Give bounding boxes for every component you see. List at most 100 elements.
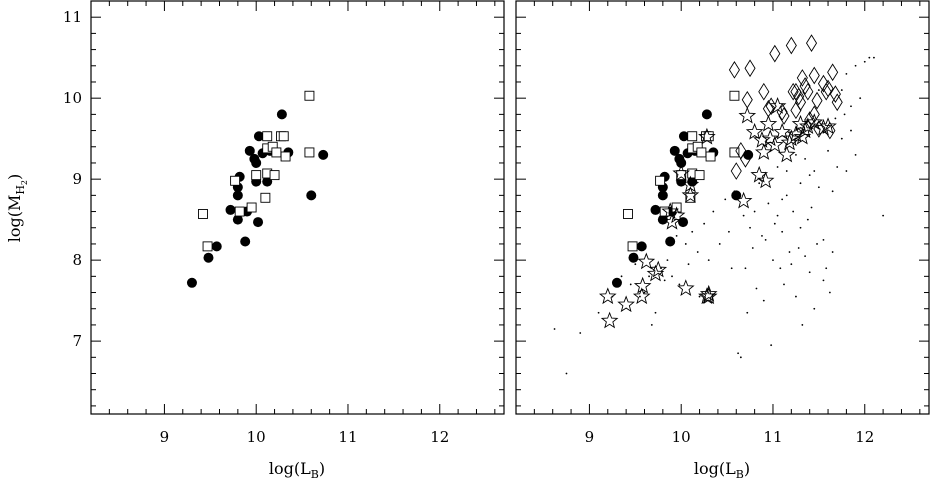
open-diamond-point (769, 44, 781, 63)
filled-circle-point (676, 157, 687, 168)
open-square-point (729, 90, 740, 101)
filled-circle-point (251, 157, 262, 168)
left-y-axis-label: log(MH2) (5, 174, 29, 243)
open-diamond-point (817, 74, 829, 93)
dot-point (882, 214, 885, 217)
dot-point (742, 214, 745, 217)
open-star-point (699, 284, 718, 302)
dot-point (843, 113, 846, 116)
dot-point (776, 166, 779, 168)
open-star-point (761, 129, 780, 147)
left-panel: 9 10 11 12 7 8 9 10 11 log(LB) log(MH2) (5, 0, 505, 481)
dot-point (660, 267, 662, 270)
dot-point (822, 238, 825, 241)
open-square-point (685, 192, 696, 203)
open-diamond-point (728, 60, 740, 79)
filled-circle-point (253, 217, 264, 228)
dot-point (808, 271, 811, 274)
right-ticks (515, 0, 929, 414)
filled-circle-point (203, 252, 214, 263)
dot-point (873, 56, 875, 59)
open-star-point (633, 276, 652, 294)
dot-point (749, 226, 751, 229)
dot-point (799, 226, 802, 229)
dot-point (795, 295, 797, 298)
dot-point (684, 243, 687, 245)
dot-point (565, 372, 568, 375)
open-star-point (598, 287, 617, 305)
dot-point (698, 295, 701, 298)
dot-point (785, 170, 788, 172)
open-diamond-point (765, 97, 777, 116)
open-square-point (271, 147, 282, 158)
dot-point (831, 251, 834, 253)
filled-circle-point (611, 277, 622, 288)
open-diamond-point (808, 105, 820, 124)
dot-point (773, 222, 776, 225)
filled-circle-point (276, 109, 287, 120)
open-diamond-point (762, 99, 774, 118)
open-diamond-point (796, 69, 808, 87)
open-square-point (659, 206, 670, 217)
dot-point (753, 210, 756, 213)
open-square-point (262, 131, 273, 142)
open-square-point (304, 147, 315, 158)
open-diamond-point (793, 87, 805, 106)
right-plot-frame (515, 0, 930, 415)
open-diamond-point (813, 120, 825, 138)
left-x-axis-label: log(LB) (269, 459, 325, 481)
left-data-points (186, 90, 329, 288)
right-x-tick-label: 9 (585, 428, 595, 446)
left-ticks (90, 0, 504, 414)
dot-point (666, 259, 669, 262)
filled-circle-point (232, 190, 243, 201)
dot-point (746, 311, 749, 314)
open-diamond-point (820, 82, 832, 101)
dot-point (751, 247, 754, 249)
open-diamond-point (827, 63, 839, 82)
dot-point (733, 190, 736, 193)
open-square-point (280, 151, 291, 162)
dot-point (553, 328, 556, 330)
dot-point (804, 158, 806, 160)
dot-point (776, 214, 779, 217)
dot-point (744, 267, 747, 270)
dot-point (718, 243, 721, 245)
dot-point (817, 186, 820, 189)
dot-point (648, 275, 650, 278)
filled-circle-point (306, 190, 317, 201)
open-diamond-point (804, 111, 816, 129)
open-diamond-point (802, 82, 814, 101)
dot-point (678, 283, 681, 286)
dot-point (810, 206, 813, 209)
open-star-point (777, 145, 796, 163)
open-square-point (202, 241, 213, 252)
open-square-point (251, 170, 262, 181)
open-diamond-point (805, 34, 818, 52)
open-star-point (667, 206, 686, 224)
dot-point (762, 299, 765, 302)
right-x-tick-label: 11 (763, 428, 782, 446)
dot-point (817, 89, 820, 91)
open-diamond-point (829, 85, 841, 103)
filled-circle-point (678, 217, 689, 228)
open-square-point (627, 241, 638, 252)
dot-point (792, 210, 795, 213)
dot-point (825, 267, 828, 270)
filled-circle-point (636, 241, 647, 252)
dot-point (788, 251, 791, 253)
open-star-point (793, 127, 812, 145)
open-star-point (805, 113, 824, 130)
dot-point (654, 311, 657, 314)
right-panel: 9 10 11 12 log(LB) (515, 0, 930, 481)
open-square-point (703, 131, 714, 142)
dot-point (779, 267, 782, 270)
filled-circle-point (225, 204, 236, 215)
right-x-tick-label: 12 (855, 428, 874, 446)
dot-point (620, 275, 623, 278)
open-diamond-point (776, 103, 788, 121)
left-y-tick-label: 9 (72, 170, 82, 188)
open-star-point (759, 114, 778, 132)
dot-point (781, 230, 784, 233)
open-square-point (705, 151, 716, 162)
